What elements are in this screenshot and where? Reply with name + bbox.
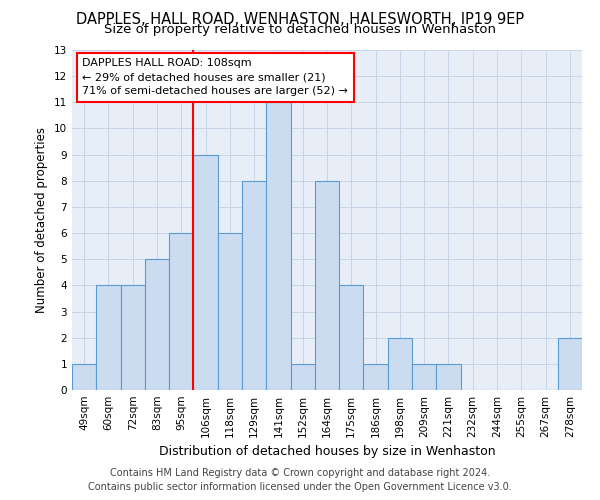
Text: Contains HM Land Registry data © Crown copyright and database right 2024.
Contai: Contains HM Land Registry data © Crown c… [88, 468, 512, 492]
Bar [388, 338, 412, 390]
Bar [436, 364, 461, 390]
Bar [96, 286, 121, 390]
Text: DAPPLES, HALL ROAD, WENHASTON, HALESWORTH, IP19 9EP: DAPPLES, HALL ROAD, WENHASTON, HALESWORT… [76, 12, 524, 26]
Bar [558, 338, 582, 390]
Bar [145, 259, 169, 390]
Text: DAPPLES HALL ROAD: 108sqm
← 29% of detached houses are smaller (21)
71% of semi-: DAPPLES HALL ROAD: 108sqm ← 29% of detac… [82, 58, 348, 96]
Bar [315, 181, 339, 390]
Bar [72, 364, 96, 390]
Bar [339, 286, 364, 390]
Y-axis label: Number of detached properties: Number of detached properties [35, 127, 49, 313]
Bar [193, 154, 218, 390]
Bar [242, 181, 266, 390]
Bar [218, 233, 242, 390]
Bar [266, 102, 290, 390]
Bar [290, 364, 315, 390]
Text: Size of property relative to detached houses in Wenhaston: Size of property relative to detached ho… [104, 22, 496, 36]
Bar [364, 364, 388, 390]
Bar [412, 364, 436, 390]
X-axis label: Distribution of detached houses by size in Wenhaston: Distribution of detached houses by size … [158, 446, 496, 458]
Bar [121, 286, 145, 390]
Bar [169, 233, 193, 390]
